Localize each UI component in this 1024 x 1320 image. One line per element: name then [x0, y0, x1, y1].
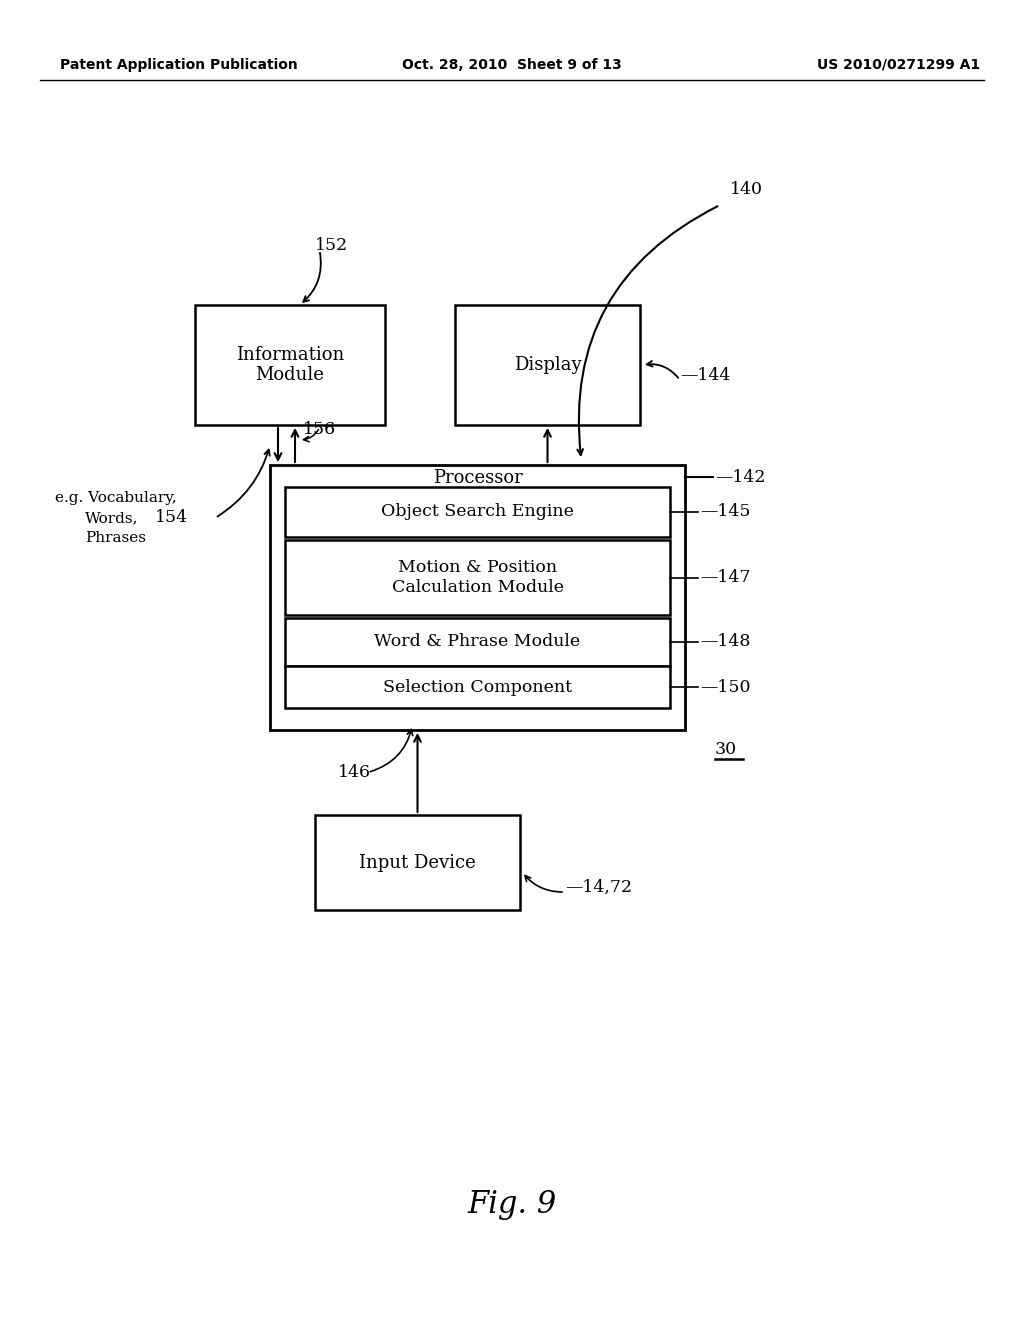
Text: Display: Display — [514, 356, 582, 374]
Text: Input Device: Input Device — [359, 854, 476, 871]
Text: Motion & Position
Calculation Module: Motion & Position Calculation Module — [391, 560, 563, 595]
Text: 152: 152 — [314, 236, 348, 253]
Text: —147: —147 — [700, 569, 751, 586]
Text: —14,72: —14,72 — [565, 879, 632, 895]
Text: Fig. 9: Fig. 9 — [467, 1189, 557, 1221]
Text: Selection Component: Selection Component — [383, 678, 572, 696]
Text: 154: 154 — [155, 510, 188, 527]
Text: 30: 30 — [715, 742, 737, 759]
Text: 140: 140 — [730, 181, 763, 198]
Text: —142: —142 — [715, 469, 766, 486]
Text: Patent Application Publication: Patent Application Publication — [60, 58, 298, 73]
Text: —148: —148 — [700, 634, 751, 651]
Bar — [285, 618, 670, 667]
Text: Processor: Processor — [432, 469, 522, 487]
Text: Information
Module: Information Module — [236, 346, 344, 384]
Text: Oct. 28, 2010  Sheet 9 of 13: Oct. 28, 2010 Sheet 9 of 13 — [402, 58, 622, 73]
Bar — [315, 814, 520, 909]
Text: e.g. Vocabulary,: e.g. Vocabulary, — [55, 491, 177, 506]
Text: —150: —150 — [700, 678, 751, 696]
Text: Object Search Engine: Object Search Engine — [381, 503, 573, 520]
Text: Phrases: Phrases — [85, 531, 146, 545]
Bar — [285, 540, 670, 615]
Text: 156: 156 — [303, 421, 336, 438]
Bar — [455, 305, 640, 425]
Text: Words,: Words, — [85, 511, 138, 525]
Bar — [195, 305, 385, 425]
Bar — [285, 487, 670, 537]
Text: 146: 146 — [338, 764, 371, 781]
Text: —144: —144 — [680, 367, 730, 384]
Text: Word & Phrase Module: Word & Phrase Module — [375, 634, 581, 651]
Bar — [285, 667, 670, 708]
Bar — [270, 465, 685, 730]
Text: US 2010/0271299 A1: US 2010/0271299 A1 — [817, 58, 980, 73]
Text: —145: —145 — [700, 503, 751, 520]
